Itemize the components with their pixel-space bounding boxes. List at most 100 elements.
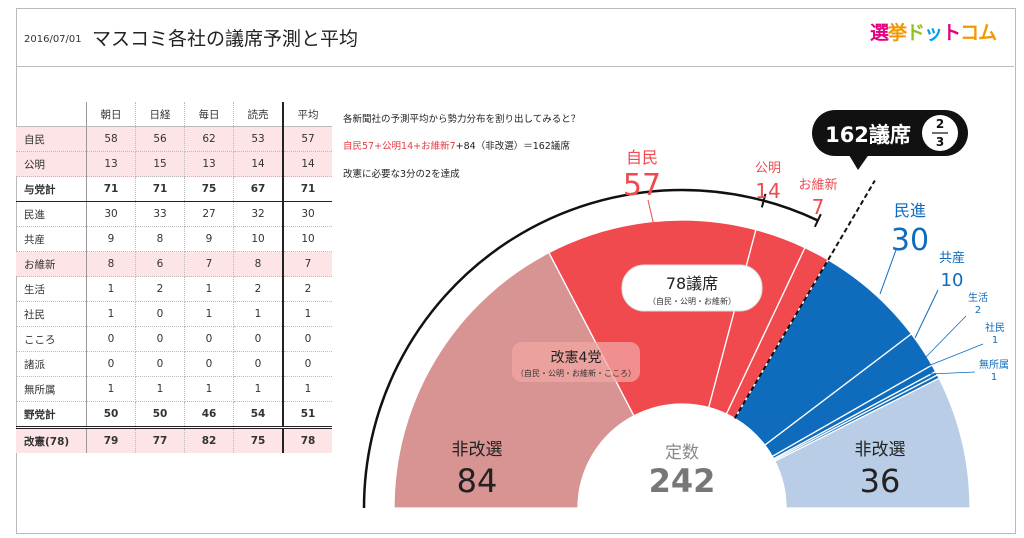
label-jimin: 自民 (626, 148, 658, 167)
row-label: 与党計 (16, 176, 87, 202)
slice-0 (393, 251, 635, 509)
table-cell: 1 (135, 376, 185, 402)
table-cell: 75 (184, 176, 234, 202)
table-cell: 1 (233, 301, 284, 327)
table-cell: 8 (233, 251, 284, 277)
table-cell: 30 (86, 201, 136, 227)
table-row: 共産 9 8 9 10 10 (16, 226, 332, 252)
row-label: お維新 (16, 251, 87, 277)
table-cell: 1 (86, 301, 136, 327)
label-shamin: 社民 (985, 321, 1005, 334)
row-label: 自民 (16, 126, 87, 152)
threshold-fraction-num: 2 (936, 117, 944, 131)
header-divider (16, 66, 1014, 67)
leader-minshin (879, 249, 897, 295)
value-seikatsu: 2 (975, 305, 981, 316)
table-cell: 1 (86, 276, 136, 302)
table-cell: 13 (86, 151, 136, 177)
value-mushozoku: 1 (991, 372, 997, 383)
table-cell: 50 (86, 401, 136, 429)
row-label: 生活 (16, 276, 87, 302)
header-date: 2016/07/01 (24, 34, 82, 45)
table-cell: 8 (86, 251, 136, 277)
table-cell: 30 (282, 201, 332, 227)
table-corner (16, 102, 87, 127)
value-oishin: 7 (812, 195, 825, 219)
table-row: 諸派 0 0 0 0 0 (16, 351, 332, 377)
table-row: 自民 58 56 62 53 57 (16, 126, 332, 152)
value-shamin: 1 (992, 335, 998, 346)
value-hikaisen-right: 36 (860, 462, 901, 500)
label-hikaisen-right: 非改選 (855, 440, 906, 460)
table-cell: 14 (282, 151, 332, 177)
table-cell: 32 (233, 201, 284, 227)
row-label: 民進 (16, 201, 87, 227)
slice-9 (773, 377, 971, 509)
table-cell: 7 (184, 251, 234, 277)
table-row: 野党計 50 50 46 54 51 (16, 401, 332, 429)
logo-char: 挙 (888, 22, 907, 44)
table-row: お維新 8 6 7 8 7 (16, 251, 332, 277)
table-row: 無所属 1 1 1 1 1 (16, 376, 332, 402)
arc-tick (813, 213, 822, 228)
leader-shamin (927, 343, 984, 367)
value-minshin: 30 (891, 223, 929, 258)
table-cell: 58 (86, 126, 136, 152)
table-cell: 57 (282, 126, 332, 152)
logo-char: ド (906, 22, 925, 44)
table-cell: 2 (233, 276, 284, 302)
note-formula-black: +84（非改選）＝162議席 (455, 141, 570, 152)
table-cell: 1 (86, 376, 136, 402)
table-cell: 2 (282, 276, 332, 302)
callout-kaiken-label: 改憲4党 (551, 349, 602, 366)
page-title: マスコミ各社の議席予測と平均 (92, 28, 359, 50)
label-seikatsu: 生活 (968, 291, 988, 304)
table-row: こころ 0 0 0 0 0 (16, 326, 332, 352)
table-cell: 1 (184, 301, 234, 327)
table-cell: 71 (135, 176, 185, 202)
table-cell: 75 (233, 427, 284, 453)
table-cell: 0 (184, 351, 234, 377)
value-hikaisen-left: 84 (457, 462, 498, 500)
threshold-line (733, 180, 876, 419)
label-kyosan: 共産 (939, 250, 965, 266)
table-body: 自民 58 56 62 53 57 公明 13 15 13 14 14 与党計 71 71 75 67 71 民進 3… (16, 126, 332, 453)
note-formula: 自民57+公明14+お維新7+84（非改選）＝162議席 (343, 138, 570, 152)
callout-kaiken-box (512, 342, 640, 382)
row-label: こころ (16, 326, 87, 352)
note-formula-red: 自民57+公明14+お維新7 (343, 141, 456, 152)
table-cell: 9 (86, 226, 136, 252)
table-row: 生活 1 2 1 2 2 (16, 276, 332, 302)
table-cell: 62 (184, 126, 234, 152)
callout-78-box (621, 264, 763, 312)
row-label: 社民 (16, 301, 87, 327)
table-cell: 51 (282, 401, 332, 429)
row-label: 野党計 (16, 401, 87, 429)
arc-tick (760, 193, 767, 208)
site-logo[interactable]: 選挙ドットコム (870, 18, 997, 45)
table-cell: 71 (282, 176, 332, 202)
table-cell: 0 (184, 326, 234, 352)
row-label: 諸派 (16, 351, 87, 377)
table-cell: 33 (135, 201, 185, 227)
total-label: 定数 (665, 443, 699, 463)
row-label: 共産 (16, 226, 87, 252)
value-kyosan: 10 (941, 270, 964, 291)
label-hikaisen-left: 非改選 (452, 440, 503, 460)
table-cell: 9 (184, 226, 234, 252)
table-cell: 0 (135, 351, 185, 377)
label-minshin: 民進 (894, 201, 926, 220)
table-cell: 77 (135, 427, 185, 453)
table-cell: 0 (86, 326, 136, 352)
table-cell: 56 (135, 126, 185, 152)
column-header: 毎日 (184, 102, 234, 127)
note-question: 各新聞社の予測平均から勢力分布を割り出してみると？ (343, 114, 581, 125)
logo-char: ト (942, 22, 961, 44)
note-conclusion: 改憲に必要な3分の2を達成 (343, 169, 460, 180)
table-cell: 0 (233, 326, 284, 352)
callout-78-sub: （自民・公明・お維新） (648, 296, 736, 306)
leader-jimin (647, 199, 655, 227)
table-cell: 0 (135, 326, 185, 352)
table-cell: 50 (135, 401, 185, 429)
